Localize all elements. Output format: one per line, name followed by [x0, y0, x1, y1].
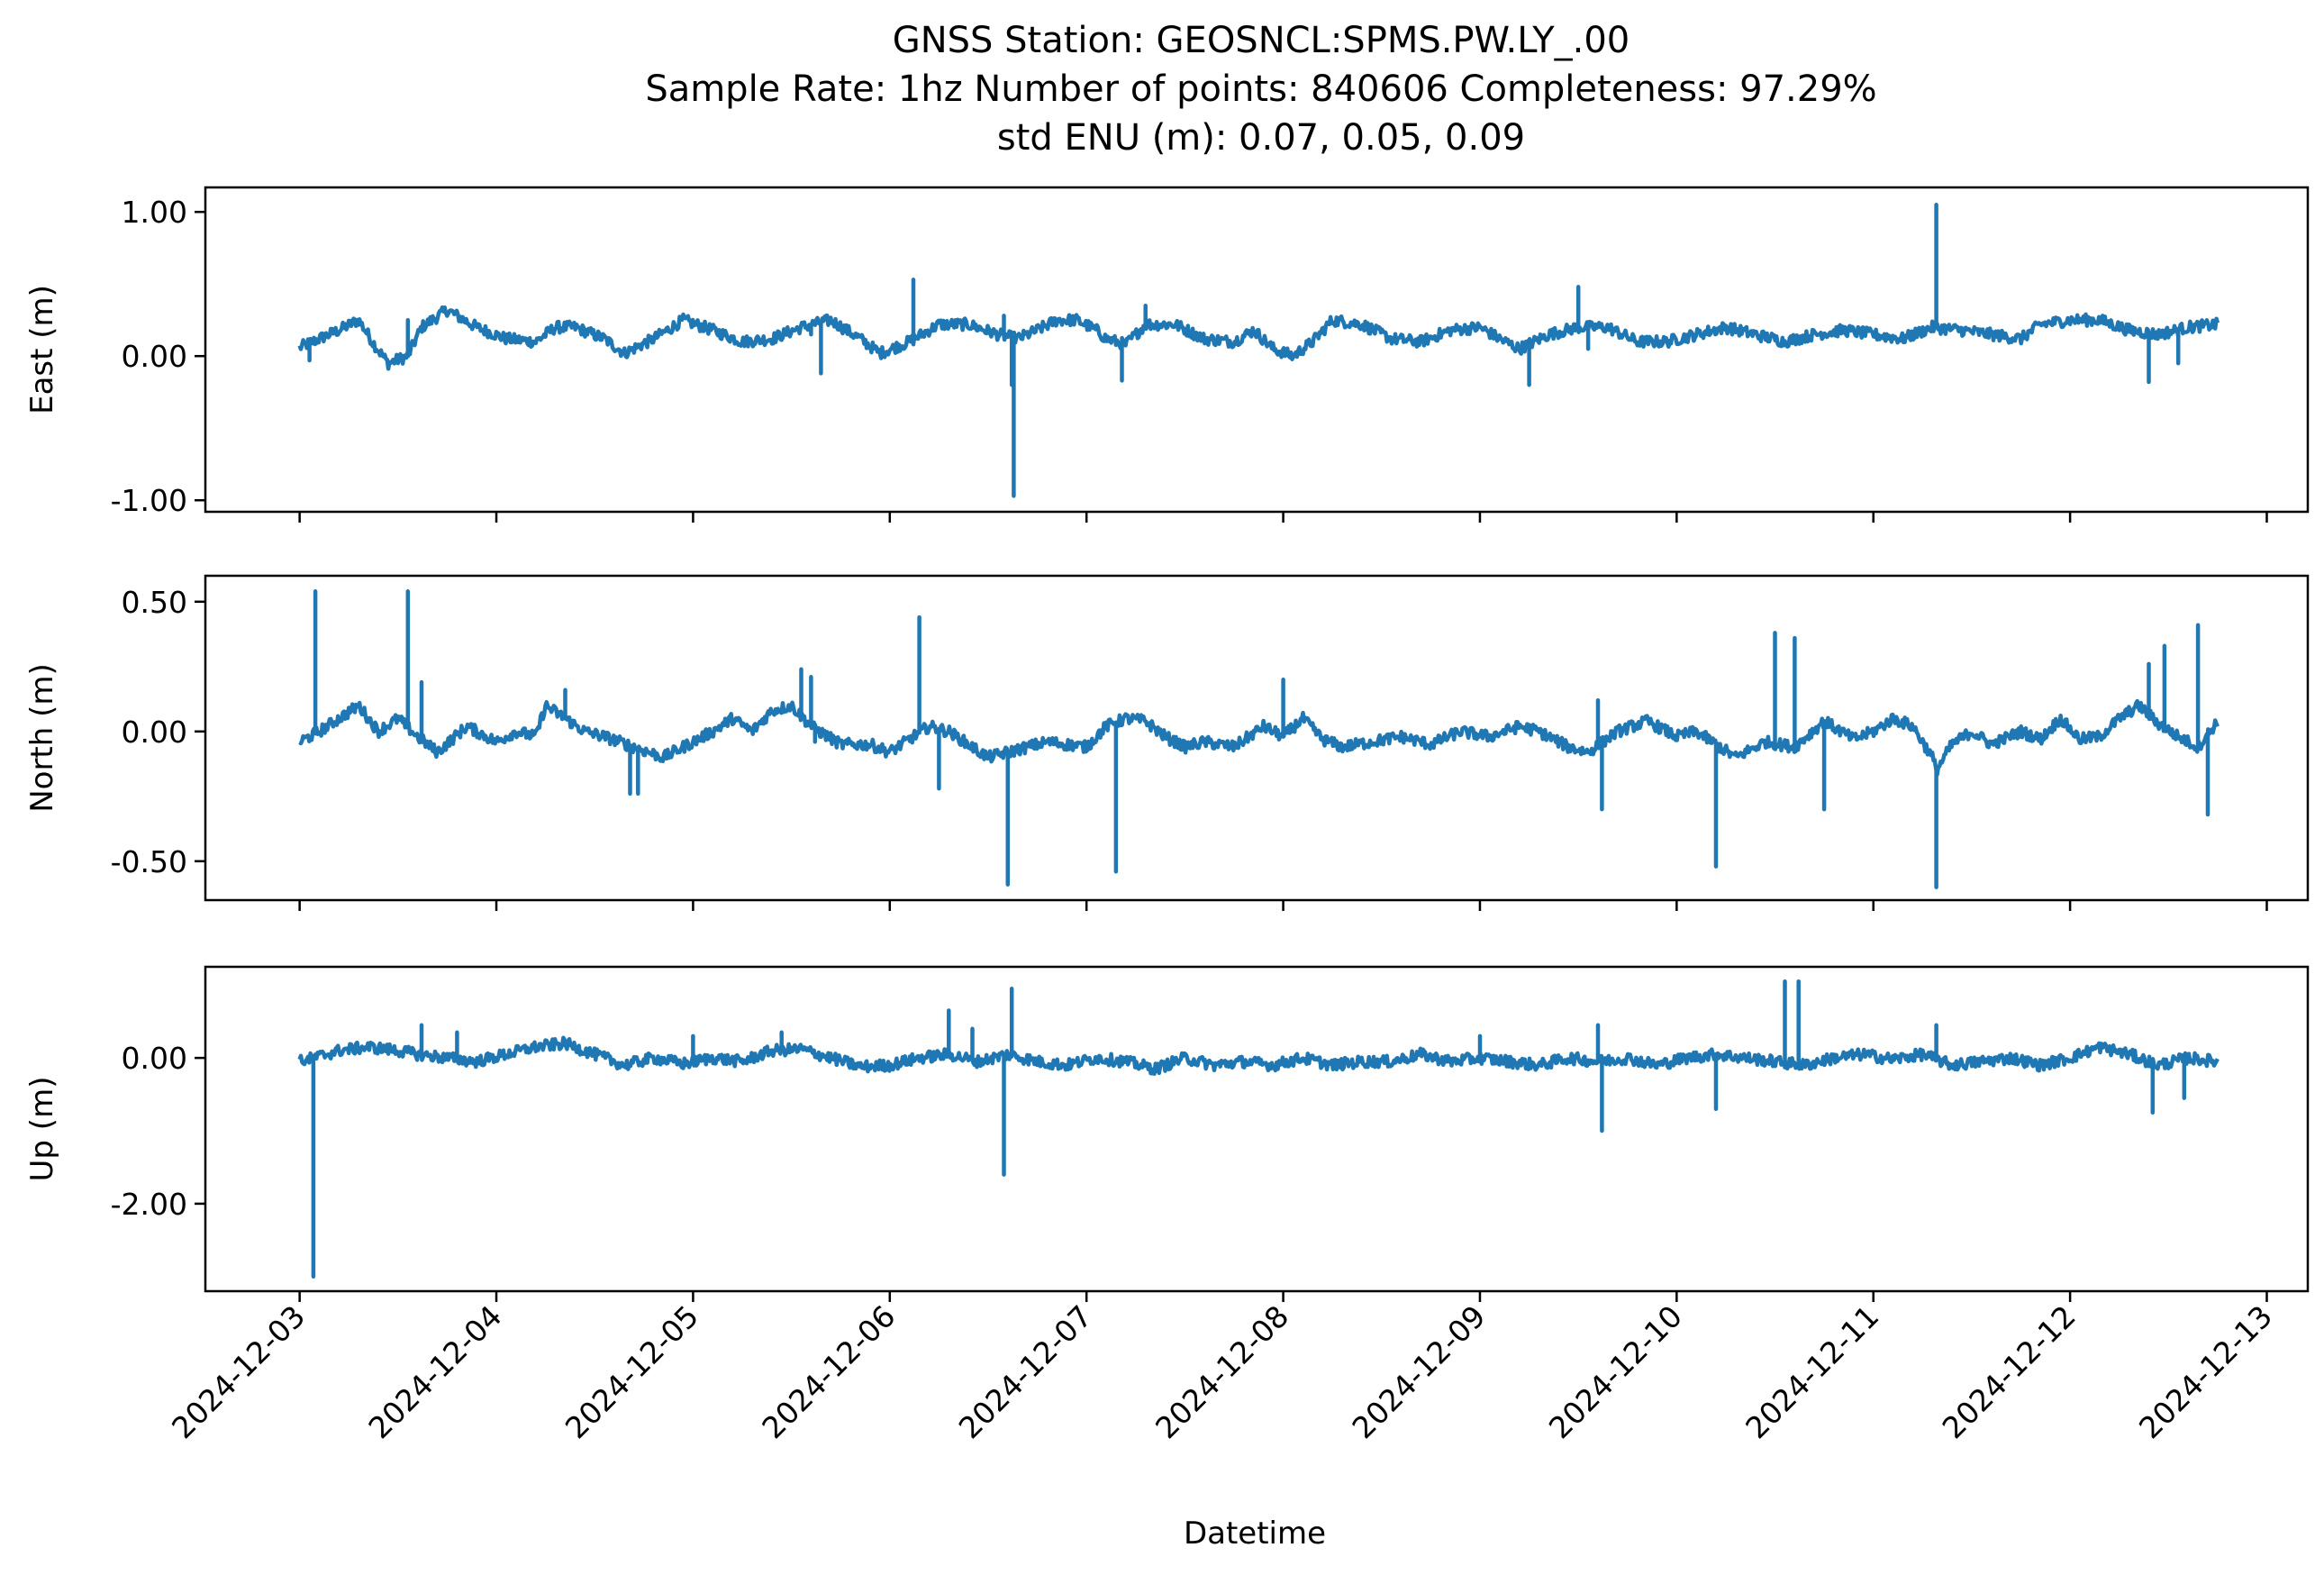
east-y-tick-label: 1.00: [122, 195, 187, 230]
north-line-path: [298, 589, 2220, 889]
north-x-axis-ticks: [298, 900, 2268, 911]
up-y-tick-label: -2.00: [111, 1187, 187, 1222]
east-line-path: [297, 202, 2220, 498]
x-axis-label: Datetime: [1184, 1516, 1326, 1552]
east-y-axis-ticks: 1.00 0.00 -1.00: [111, 195, 205, 518]
east-plot-frame: [204, 186, 2310, 514]
north-y-axis-label: North (m): [24, 663, 60, 813]
east-series-line: [297, 202, 2220, 498]
chart-title-line-2: Sample Rate: 1hz Number of points: 84060…: [645, 68, 1876, 110]
north-series-line: [298, 589, 2220, 889]
up-y-axis-label: Up (m): [24, 1077, 60, 1182]
east-y-tick-label: 0.00: [122, 339, 187, 374]
north-y-tick-label: -0.50: [111, 844, 187, 879]
north-y-tick-label: 0.00: [122, 715, 187, 750]
chart-title-line-1: GNSS Station: GEOSNCL:SPMS.PW.LY_.00: [893, 20, 1630, 61]
north-panel: 0.50 0.00 -0.50 North (m): [24, 574, 2310, 911]
up-y-axis-ticks: 0.00 -2.00: [111, 1041, 205, 1222]
up-plot-frame: [204, 965, 2310, 1293]
north-y-tick-label: 0.50: [122, 585, 187, 620]
east-panel: 1.00 0.00 -1.00 East (m): [24, 186, 2310, 523]
east-x-axis-ticks: [298, 512, 2268, 523]
chart-title-line-3: std ENU (m): 0.07, 0.05, 0.09: [997, 117, 1525, 159]
north-y-axis-ticks: 0.50 0.00 -0.50: [111, 585, 205, 879]
east-y-tick-label: -1.00: [111, 483, 187, 518]
north-plot-frame: [204, 574, 2310, 902]
up-y-tick-label: 0.00: [122, 1041, 187, 1076]
east-y-axis-label: East (m): [24, 285, 60, 414]
up-series-line: [297, 979, 2220, 1279]
up-x-axis-ticks: [298, 1291, 2268, 1302]
up-line-path: [297, 979, 2220, 1279]
up-panel: 0.00 -2.00 Up (m): [24, 965, 2310, 1302]
